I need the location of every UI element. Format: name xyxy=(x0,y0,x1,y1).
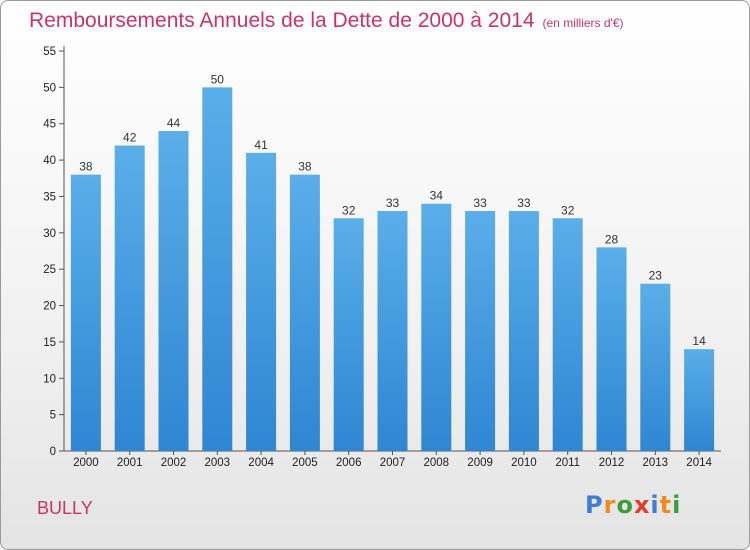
x-tick-label: 2009 xyxy=(467,457,493,469)
bar xyxy=(684,349,715,451)
y-tick-label: 40 xyxy=(43,155,56,167)
chart-title: Remboursements Annuels de la Dette de 20… xyxy=(29,9,624,33)
x-tick-label: 2001 xyxy=(117,457,143,469)
y-tick-label: 0 xyxy=(50,446,56,458)
x-tick-label: 2014 xyxy=(686,457,712,469)
x-tick-label: 2005 xyxy=(292,457,318,469)
x-tick-label: 2002 xyxy=(161,457,187,469)
bar xyxy=(114,145,145,451)
x-tick-label: 2010 xyxy=(511,457,537,469)
y-tick-label: 20 xyxy=(43,301,56,313)
data-label: 42 xyxy=(123,131,137,145)
bar xyxy=(333,218,364,451)
data-label: 33 xyxy=(473,196,487,210)
data-label: 34 xyxy=(430,189,444,203)
proxiti-logo-letter: i xyxy=(650,491,660,519)
bar xyxy=(289,174,320,452)
data-label: 41 xyxy=(254,138,268,152)
proxiti-logo: Proxiti xyxy=(585,491,681,519)
town-name: BULLY xyxy=(37,498,93,518)
proxiti-logo-letter: i xyxy=(672,491,682,519)
x-tick-label: 2007 xyxy=(380,457,406,469)
x-tick-label: 2008 xyxy=(424,457,450,469)
bar xyxy=(640,283,671,451)
x-tick-label: 2013 xyxy=(643,457,669,469)
x-tick-label: 2003 xyxy=(205,457,231,469)
bar xyxy=(596,247,627,451)
chart-subtitle: (en milliers d'€) xyxy=(542,16,624,30)
x-tick-label: 2011 xyxy=(555,457,580,469)
data-label: 32 xyxy=(342,203,356,217)
data-label: 33 xyxy=(517,196,531,210)
data-label: 44 xyxy=(167,116,181,130)
bar xyxy=(421,203,452,451)
y-tick-label: 50 xyxy=(43,82,56,94)
bar xyxy=(508,211,539,451)
proxiti-logo-letter: t xyxy=(659,491,673,519)
y-tick-label: 25 xyxy=(43,264,56,276)
data-label: 32 xyxy=(561,203,575,217)
y-tick-label: 10 xyxy=(43,373,56,385)
proxiti-logo-letter: r xyxy=(603,491,617,519)
y-tick-label: 30 xyxy=(43,228,56,240)
proxiti-logo-letter: x xyxy=(633,491,651,519)
chart-title-text: Remboursements Annuels de la Dette de 20… xyxy=(29,9,535,32)
data-label: 33 xyxy=(386,196,400,210)
y-tick-label: 35 xyxy=(43,191,56,203)
bar xyxy=(246,152,277,451)
data-label: 50 xyxy=(211,72,225,86)
data-label: 23 xyxy=(649,269,663,283)
x-tick-label: 2006 xyxy=(336,457,362,469)
y-tick-label: 5 xyxy=(50,410,56,422)
proxiti-logo-letter: P xyxy=(585,491,604,519)
bar xyxy=(158,131,189,451)
bar xyxy=(465,211,496,451)
bar xyxy=(552,218,583,451)
proxiti-logo-letter: o xyxy=(616,491,634,519)
data-label: 28 xyxy=(605,232,619,246)
y-tick-label: 45 xyxy=(43,119,56,131)
y-tick-label: 55 xyxy=(43,46,56,58)
y-tick-label: 15 xyxy=(43,337,56,349)
x-tick-label: 2012 xyxy=(599,457,625,469)
bar xyxy=(202,87,233,451)
bar xyxy=(70,174,101,452)
data-label: 38 xyxy=(79,160,93,174)
data-label: 38 xyxy=(298,160,312,174)
data-label: 14 xyxy=(692,334,706,348)
bar xyxy=(377,211,408,451)
x-tick-label: 2000 xyxy=(73,457,99,469)
x-tick-label: 2004 xyxy=(248,457,274,469)
